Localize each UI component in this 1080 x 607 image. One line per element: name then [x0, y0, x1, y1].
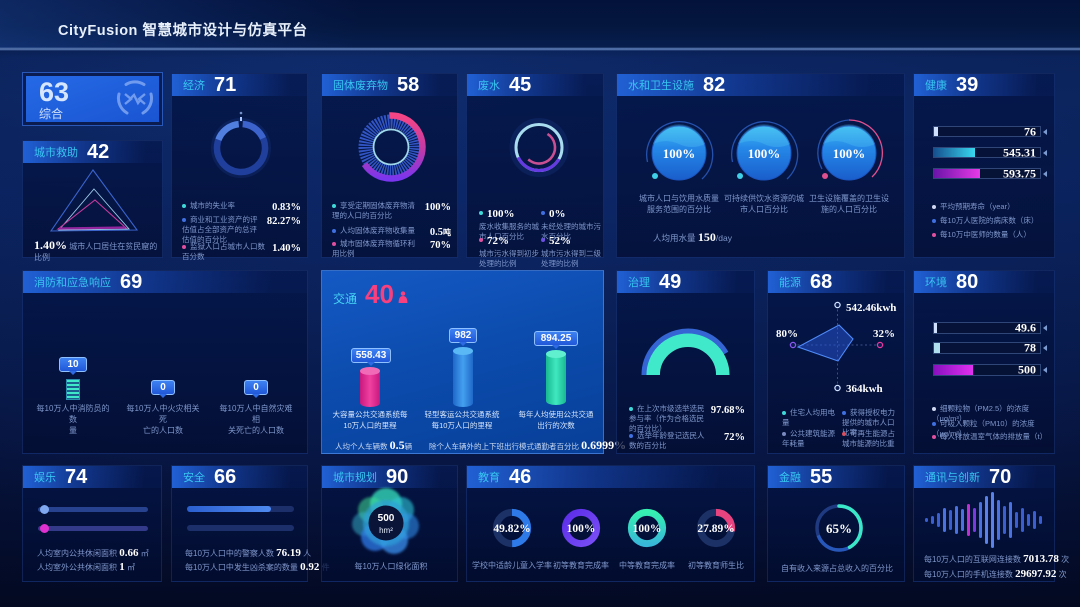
svg-text:100%: 100%	[663, 146, 696, 161]
svg-text:27.89%: 27.89%	[697, 523, 734, 535]
svg-text:100%: 100%	[633, 523, 662, 535]
svg-text:hm²: hm²	[379, 526, 393, 535]
svg-text:49.82%: 49.82%	[493, 523, 530, 535]
svg-text:100%: 100%	[748, 146, 781, 161]
svg-text:100%: 100%	[833, 146, 866, 161]
svg-text:500: 500	[378, 513, 395, 524]
svg-text:100%: 100%	[567, 523, 596, 535]
svg-text:65%: 65%	[826, 521, 852, 536]
